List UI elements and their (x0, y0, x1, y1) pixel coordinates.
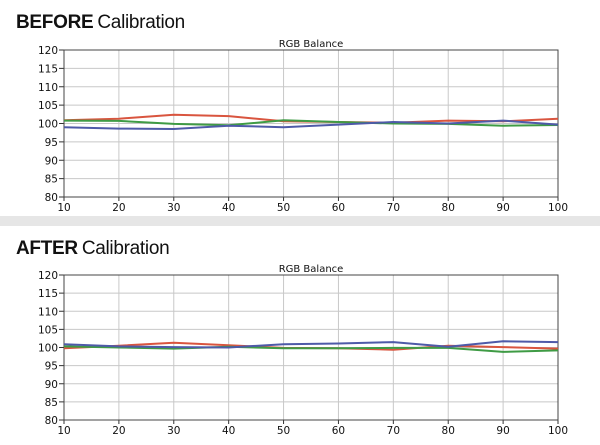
x-tick-label: 30 (167, 202, 180, 214)
y-tick-label: 85 (45, 174, 58, 186)
y-tick-label: 95 (45, 361, 58, 373)
y-tick-label: 120 (38, 45, 58, 57)
after-panel: AFTER Calibration RGB Balance 80 85 90 95 100 1… (0, 226, 600, 445)
x-tick-label: 60 (332, 202, 345, 214)
y-tick-label: 90 (45, 155, 58, 167)
heading-strong: BEFORE (16, 12, 94, 33)
heading-tab-shape (0, 226, 232, 264)
x-tick-label: 90 (496, 425, 509, 437)
heading-tab-shape (0, 0, 232, 38)
x-tick-label: 20 (112, 202, 125, 214)
heading-light: Calibration (81, 238, 170, 259)
y-tick-label: 120 (38, 270, 58, 282)
y-tick-label: 100 (38, 343, 58, 355)
before-panel: BEFORE Calibration RGB Balance 80 85 90 95 100… (0, 0, 600, 216)
x-tick-label: 10 (57, 425, 70, 437)
heading-strong: AFTER (16, 238, 78, 259)
y-tick-label: 115 (38, 63, 58, 75)
y-tick-label: 110 (38, 82, 58, 94)
heading-light: Calibration (97, 12, 185, 33)
x-tick-label: 100 (548, 425, 568, 437)
chart-title: RGB Balance (279, 39, 344, 50)
y-tick-label: 100 (38, 119, 58, 131)
x-tick-label: 50 (277, 202, 290, 214)
series-line-1 (63, 119, 559, 127)
x-tick-label: 60 (332, 425, 345, 437)
series-line-2 (63, 119, 559, 130)
y-tick-label: 95 (45, 137, 58, 149)
x-tick-label: 80 (442, 202, 455, 214)
y-tick-label: 110 (38, 306, 58, 318)
y-tick-label: 105 (38, 324, 58, 336)
rgb-balance-chart-after: RGB Balance 80 85 90 95 100 105 110 115 120 10 20 30… (38, 264, 568, 437)
y-tick-label: 80 (45, 415, 58, 427)
y-tick-label: 115 (38, 288, 58, 300)
series-line-2 (63, 340, 559, 349)
series-line-1 (63, 345, 559, 353)
y-tick-label: 105 (38, 100, 58, 112)
x-tick-label: 100 (548, 202, 568, 214)
x-tick-label: 70 (387, 425, 400, 437)
plot-frame (63, 49, 559, 198)
x-tick-label: 20 (112, 425, 125, 437)
x-tick-label: 40 (222, 425, 235, 437)
rgb-balance-chart-before: RGB Balance 80 85 90 95 100 105 110 115 120 10 20 30… (38, 39, 568, 214)
y-tick-label: 85 (45, 397, 58, 409)
x-tick-label: 30 (167, 425, 180, 437)
x-tick-label: 70 (387, 202, 400, 214)
x-tick-label: 90 (496, 202, 509, 214)
chart-title: RGB Balance (279, 264, 344, 275)
panel-heading: BEFORE Calibration (16, 12, 185, 34)
y-tick-label: 90 (45, 379, 58, 391)
x-tick-label: 80 (442, 425, 455, 437)
panel-heading: AFTER Calibration (16, 238, 170, 260)
x-tick-label: 10 (57, 202, 70, 214)
y-tick-label: 80 (45, 192, 58, 204)
x-tick-label: 50 (277, 425, 290, 437)
x-tick-label: 40 (222, 202, 235, 214)
